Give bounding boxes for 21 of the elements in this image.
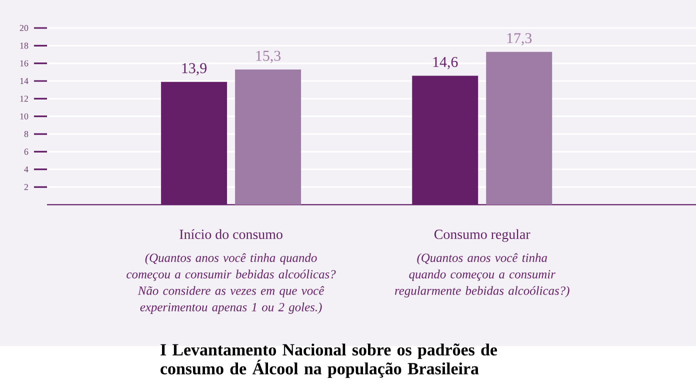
y-tick-label: 12 (20, 96, 28, 102)
data-label: 14,6 (433, 56, 458, 70)
y-tick-label: 6 (24, 148, 28, 155)
y-tick-label: 10 (20, 113, 28, 120)
text: (Quantos anos você tinha quando começou a consumir regularmente bebidas alcoólicas?) (394, 253, 570, 298)
text: (Quantos anos você tinha quando começou a consumir bebidas alcoólicas? Não considere as vezes em que você experimentou apenas 1 ou 2 goles.) (126, 253, 336, 314)
bar (235, 70, 302, 205)
y-tick-label: 4 (24, 166, 28, 172)
y-tick-label: 20 (20, 24, 28, 32)
data-label: 13,9 (182, 63, 206, 76)
text: I Levantamento Nacional sobre os padrões de consumo de Álcool na população Brasileira (160, 344, 498, 378)
x-tick-label: Consumo regular (434, 229, 530, 242)
y-tick-label: 14 (20, 78, 28, 84)
bar (486, 52, 552, 205)
data-label: 15,3 (256, 50, 281, 63)
y-tick-label: 8 (24, 130, 28, 138)
y-tick-label: 18 (20, 42, 28, 49)
x-tick-label: Início do consumo (180, 229, 282, 240)
data-label: 17,3 (507, 33, 532, 46)
y-tick-label: 2 (24, 184, 28, 190)
y-tick-label: 16 (20, 60, 28, 66)
